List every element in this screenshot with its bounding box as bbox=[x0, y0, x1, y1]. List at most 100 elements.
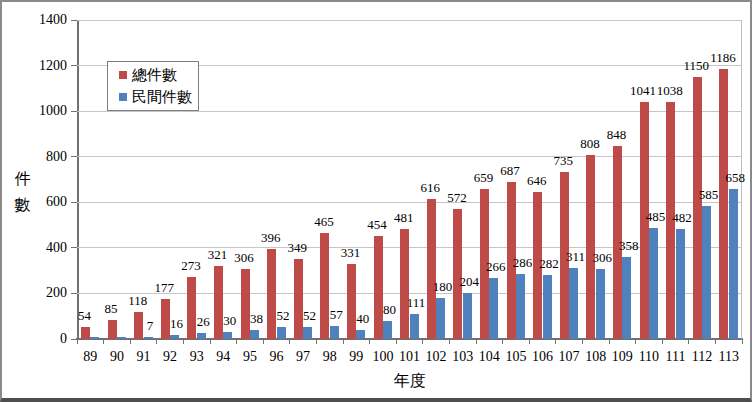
bar-private bbox=[223, 332, 232, 339]
x-category-label: 94 bbox=[210, 348, 237, 366]
x-tick-mark bbox=[263, 339, 264, 344]
data-label-total: 481 bbox=[394, 210, 414, 225]
x-tick-mark bbox=[449, 339, 450, 344]
y-tick-mark bbox=[71, 65, 77, 66]
data-label-private: 180 bbox=[433, 279, 453, 294]
bar-private bbox=[489, 278, 498, 339]
bar-private bbox=[676, 229, 685, 339]
x-category-label: 95 bbox=[237, 348, 264, 366]
bar-total bbox=[693, 77, 702, 339]
x-tick-mark bbox=[476, 339, 477, 344]
legend-label-total: 總件數 bbox=[132, 67, 177, 84]
data-label-private: 658 bbox=[725, 170, 745, 185]
data-label-private: 40 bbox=[356, 311, 369, 326]
x-category-label: 98 bbox=[316, 348, 343, 366]
bar-private bbox=[649, 228, 658, 339]
x-tick-mark bbox=[502, 339, 503, 344]
private-series-marker-icon bbox=[119, 93, 127, 101]
bar-total bbox=[214, 266, 223, 339]
y-tick-label: 200 bbox=[21, 284, 67, 302]
gridline-1400 bbox=[77, 20, 742, 21]
bar-private bbox=[144, 337, 153, 339]
data-label-total: 85 bbox=[105, 301, 118, 316]
data-label-total: 616 bbox=[421, 180, 441, 195]
bar-total bbox=[241, 269, 250, 339]
y-tick-label: 1200 bbox=[21, 57, 67, 75]
x-category-label: 101 bbox=[396, 348, 423, 366]
x-tick-mark bbox=[316, 339, 317, 344]
data-label-private: 30 bbox=[223, 313, 236, 328]
y-tick-mark bbox=[71, 202, 77, 203]
y-tick-label: 1000 bbox=[21, 102, 67, 120]
data-label-private: 57 bbox=[330, 307, 343, 322]
bar-total bbox=[374, 236, 383, 339]
data-label-total: 572 bbox=[447, 190, 467, 205]
total-series-marker-icon bbox=[119, 71, 127, 79]
bar-total bbox=[267, 249, 276, 339]
x-tick-mark bbox=[183, 339, 184, 344]
x-category-label: 108 bbox=[582, 348, 609, 366]
data-label-private: 306 bbox=[592, 250, 612, 265]
x-tick-mark bbox=[130, 339, 131, 344]
x-tick-mark bbox=[635, 339, 636, 344]
data-label-total: 396 bbox=[261, 230, 281, 245]
data-label-private: 16 bbox=[170, 316, 183, 331]
legend-item-private: 民間件數 bbox=[119, 89, 198, 106]
data-label-total: 1186 bbox=[710, 50, 736, 65]
x-tick-mark bbox=[742, 339, 743, 344]
legend: 總件數 民間件數 bbox=[107, 61, 199, 111]
bar-total bbox=[187, 277, 196, 339]
data-label-private: 266 bbox=[486, 259, 506, 274]
bar-total bbox=[427, 199, 436, 339]
x-category-label: 97 bbox=[290, 348, 317, 366]
x-tick-mark bbox=[236, 339, 237, 344]
data-label-private: 485 bbox=[646, 209, 666, 224]
data-label-total: 1150 bbox=[684, 58, 710, 73]
data-label-private: 282 bbox=[539, 256, 559, 271]
data-label-private: 286 bbox=[513, 255, 533, 270]
bar-total bbox=[719, 69, 728, 339]
x-tick-mark bbox=[422, 339, 423, 344]
x-tick-mark bbox=[369, 339, 370, 344]
data-label-private: 204 bbox=[459, 274, 479, 289]
x-tick-mark bbox=[396, 339, 397, 344]
x-tick-mark bbox=[609, 339, 610, 344]
bar-total bbox=[294, 259, 303, 339]
y-tick-label: 400 bbox=[21, 239, 67, 257]
bar-private bbox=[303, 327, 312, 339]
y-tick-mark bbox=[71, 156, 77, 157]
bar-private bbox=[702, 206, 711, 339]
x-category-label: 104 bbox=[476, 348, 503, 366]
data-label-total: 118 bbox=[128, 293, 147, 308]
y-tick-mark bbox=[71, 293, 77, 294]
x-category-label: 100 bbox=[370, 348, 397, 366]
bar-total bbox=[134, 312, 143, 339]
data-label-total: 659 bbox=[474, 170, 494, 185]
x-tick-mark bbox=[210, 339, 211, 344]
x-category-label: 106 bbox=[529, 348, 556, 366]
data-label-total: 54 bbox=[78, 308, 91, 323]
data-label-total: 331 bbox=[341, 245, 361, 260]
bar-total bbox=[586, 155, 595, 339]
bar-private bbox=[463, 293, 472, 339]
x-category-label: 113 bbox=[715, 348, 742, 366]
bar-private bbox=[117, 337, 126, 339]
x-tick-mark bbox=[156, 339, 157, 344]
x-category-label: 89 bbox=[77, 348, 104, 366]
bar-total bbox=[347, 264, 356, 339]
bar-total bbox=[81, 327, 90, 339]
legend-label-private: 民間件數 bbox=[132, 89, 192, 106]
data-label-private: 482 bbox=[672, 210, 692, 225]
legend-item-total: 總件數 bbox=[119, 67, 198, 84]
bar-private bbox=[170, 335, 179, 339]
x-category-label: 99 bbox=[343, 348, 370, 366]
y-tick-label: 600 bbox=[21, 193, 67, 211]
data-label-private: 38 bbox=[250, 311, 263, 326]
y-tick-mark bbox=[71, 20, 77, 21]
x-category-label: 93 bbox=[183, 348, 210, 366]
data-label-total: 687 bbox=[500, 163, 520, 178]
data-label-total: 177 bbox=[155, 280, 175, 295]
x-tick-mark bbox=[582, 339, 583, 344]
bar-private bbox=[330, 326, 339, 339]
bar-private bbox=[356, 330, 365, 339]
